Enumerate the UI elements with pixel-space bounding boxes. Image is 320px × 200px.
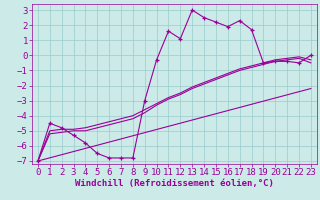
X-axis label: Windchill (Refroidissement éolien,°C): Windchill (Refroidissement éolien,°C) xyxy=(75,179,274,188)
